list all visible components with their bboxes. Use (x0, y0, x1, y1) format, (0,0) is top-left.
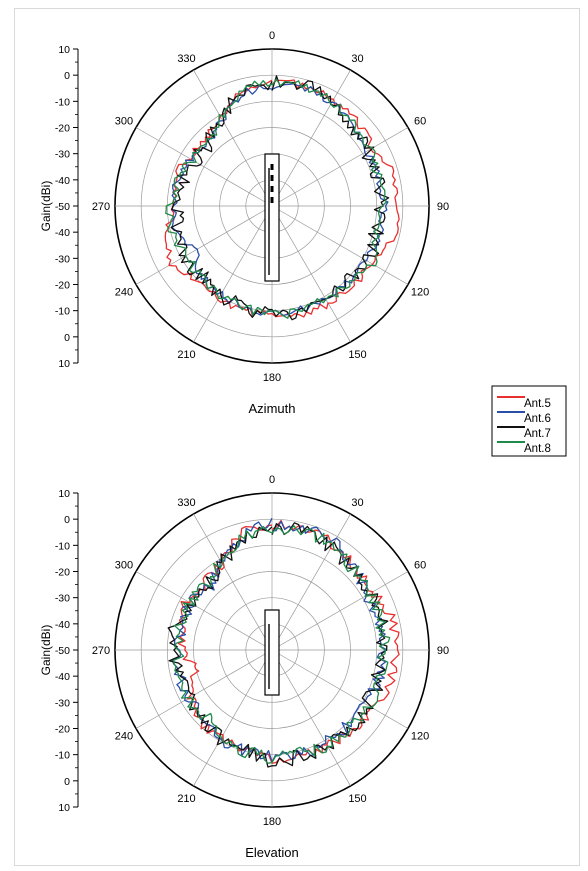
angle-tick-label: 180 (263, 372, 281, 384)
grid-spoke (193, 649, 273, 787)
legend-label: Ant.6 (524, 413, 551, 425)
gain-tick-label: -50 (55, 201, 70, 213)
azimuth-polar-chart: 0 30 60 90 120 150 180 210 240 270 300 330 10 0 -10 -20… (39, 30, 449, 416)
gain-tick-label: -10 (55, 96, 70, 108)
angle-tick-label: 300 (115, 560, 133, 572)
angle-tick-label: 180 (263, 816, 281, 828)
grid-spoke (271, 69, 351, 207)
gain-tick-label: 10 (58, 358, 70, 370)
elevation-polar-chart: 0 30 60 90 120 150 180 210 240 270 300 330 10 0 -10 -20… (39, 474, 449, 860)
grid-spoke (271, 127, 409, 207)
antenna-outline (264, 153, 280, 282)
gain-tick-label: -50 (55, 645, 70, 657)
angle-tick-label: 270 (92, 645, 110, 657)
gain-axis-title: Gain(dBi) (39, 625, 53, 676)
angle-tick-label: 150 (348, 349, 366, 361)
grid-spoke (271, 513, 351, 651)
legend-label: Ant.5 (524, 398, 551, 410)
angle-tick-label: 120 (411, 287, 429, 299)
gain-tick-label: -20 (55, 280, 70, 292)
grid-spoke (271, 571, 409, 651)
angle-tick-label: 330 (177, 53, 195, 65)
angle-tick-label: 210 (177, 349, 195, 361)
gain-tick-label: -30 (55, 149, 70, 161)
gain-tick-label: 0 (64, 70, 70, 82)
series-trace-ant5 (164, 79, 400, 318)
gain-tick-label: 0 (64, 514, 70, 526)
grid-spoke (271, 205, 409, 285)
angle-tick-label: 0 (269, 474, 275, 486)
gain-tick-label: -10 (55, 306, 70, 318)
gain-tick-label: 10 (58, 802, 70, 814)
gain-tick-label: -20 (55, 567, 70, 579)
angle-tick-label: 0 (269, 30, 275, 42)
grid-spoke (193, 69, 273, 207)
gain-tick-label: 0 (64, 776, 70, 788)
angle-tick-label: 240 (115, 731, 133, 743)
grid-spoke (193, 513, 273, 651)
grid-spoke (271, 649, 409, 729)
angle-tick-label: 300 (115, 116, 133, 128)
gain-axis-title: Gain(dBi) (39, 181, 53, 232)
gain-tick-label: 0 (64, 332, 70, 344)
gain-tick-label: -10 (55, 540, 70, 552)
gain-tick-label: -20 (55, 123, 70, 135)
grid-spoke (193, 205, 273, 343)
grid-spoke (135, 127, 273, 207)
angle-tick-label: 90 (437, 645, 449, 657)
grid-spoke (135, 205, 273, 285)
gain-tick-label: 10 (58, 488, 70, 500)
legend-label: Ant.8 (524, 443, 551, 455)
angle-tick-label: 240 (115, 287, 133, 299)
gain-tick-label: 10 (58, 44, 70, 56)
gain-tick-label: -40 (55, 619, 70, 631)
gain-tick-label: -40 (55, 227, 70, 239)
series-trace-ant6 (171, 517, 388, 763)
gain-tick-label: -40 (55, 671, 70, 683)
figure-frame (14, 8, 580, 866)
angle-tick-label: 60 (414, 116, 426, 128)
subplot-title: Azimuth (249, 401, 296, 416)
angle-tick-label: 210 (177, 793, 195, 805)
legend-label: Ant.7 (524, 428, 551, 440)
gain-tick-label: -20 (55, 724, 70, 736)
angle-tick-label: 30 (351, 497, 363, 509)
grid-spoke (135, 649, 273, 729)
grid-spoke (135, 571, 273, 651)
gain-tick-label: -40 (55, 175, 70, 187)
gain-tick-label: -30 (55, 253, 70, 265)
gain-tick-label: -10 (55, 750, 70, 762)
angle-tick-label: 30 (351, 53, 363, 65)
angle-tick-label: 90 (437, 201, 449, 213)
grid-spoke (271, 649, 351, 787)
angle-tick-label: 60 (414, 560, 426, 572)
angle-tick-label: 150 (348, 793, 366, 805)
series-trace-ant7 (170, 75, 390, 321)
series-trace-ant8 (172, 525, 391, 764)
angle-tick-label: 270 (92, 201, 110, 213)
series-trace-ant8 (165, 78, 387, 319)
subplot-title: Elevation (245, 845, 298, 860)
gain-tick-label: -30 (55, 697, 70, 709)
legend: Ant.5 Ant.6 Ant.7 Ant.8 (491, 385, 567, 457)
gain-tick-label: -30 (55, 593, 70, 605)
antenna-outline (264, 609, 280, 696)
angle-tick-label: 120 (411, 731, 429, 743)
angle-tick-label: 330 (177, 497, 195, 509)
grid-spoke (271, 205, 351, 343)
